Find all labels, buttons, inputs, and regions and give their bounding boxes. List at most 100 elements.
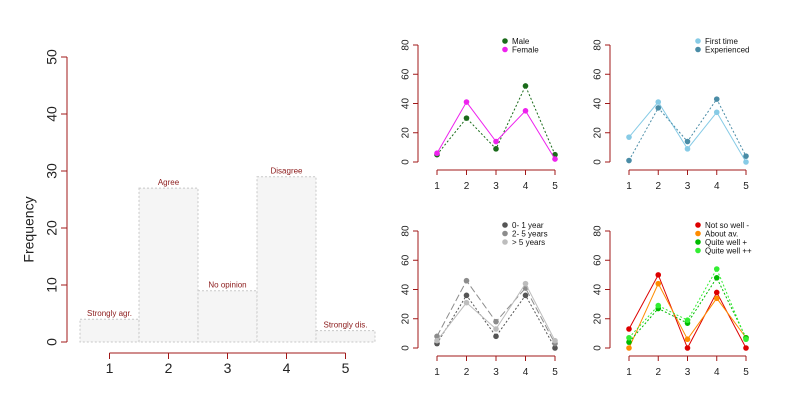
legend-entry-1: Not so well - xyxy=(705,221,749,230)
y-tick-label: 40 xyxy=(593,284,604,296)
y-tick-label: 40 xyxy=(401,98,412,110)
x-tick-label: 1 xyxy=(626,181,632,192)
data-point xyxy=(493,138,499,145)
y-tick-label: 20 xyxy=(593,313,604,325)
x-tick-label: 1 xyxy=(626,367,632,378)
x-tick-label: 4 xyxy=(523,367,529,378)
x-tick-label: 4 xyxy=(714,367,720,378)
data-point xyxy=(626,326,632,332)
data-point xyxy=(626,334,632,341)
legend-entry-2: Experienced xyxy=(705,46,749,55)
data-point xyxy=(743,345,749,351)
x-tick-label: 5 xyxy=(342,360,350,376)
bar-label-2: Agree xyxy=(158,178,180,187)
x-tick-label: 5 xyxy=(743,181,749,192)
legend-entry-3: Quite well + xyxy=(705,238,747,247)
data-point xyxy=(713,295,720,302)
data-point xyxy=(655,99,662,105)
y-tick-label: 40 xyxy=(401,284,412,296)
data-point xyxy=(522,292,529,299)
data-point xyxy=(743,153,749,159)
data-point xyxy=(655,272,662,278)
y-tick-label: 20 xyxy=(44,220,60,236)
data-point xyxy=(626,134,632,140)
y-tick-label: 20 xyxy=(401,313,412,325)
data-point xyxy=(552,345,558,351)
y-tick-label: 80 xyxy=(593,225,604,237)
data-point xyxy=(463,277,470,284)
data-point xyxy=(684,345,691,351)
y-tick-label: 10 xyxy=(44,277,60,293)
legend-marker-1 xyxy=(695,222,701,228)
y-tick-label: 0 xyxy=(593,159,604,165)
x-tick-label: 3 xyxy=(224,360,232,376)
y-tick-label: 60 xyxy=(593,68,604,80)
legend-marker-2 xyxy=(502,230,508,237)
x-tick-label: 5 xyxy=(743,367,749,378)
y-tick-label: 80 xyxy=(401,39,412,51)
legend-marker-1 xyxy=(695,38,701,44)
y-tick-label: 0 xyxy=(401,159,412,165)
data-point xyxy=(684,138,691,145)
series-line-4 xyxy=(628,267,747,340)
data-point xyxy=(552,156,558,162)
bar-1 xyxy=(79,318,140,343)
x-tick-label: 2 xyxy=(464,367,470,378)
x-tick-label: 1 xyxy=(106,360,114,376)
data-point xyxy=(684,317,691,324)
bar-label-5: Strongly dis. xyxy=(323,321,367,330)
series-line-3 xyxy=(436,282,556,341)
data-point xyxy=(463,115,470,121)
x-tick-label: 2 xyxy=(165,360,173,376)
legend-marker-2 xyxy=(502,46,508,53)
data-point xyxy=(463,299,470,306)
data-point xyxy=(713,96,720,102)
x-tick-label: 5 xyxy=(552,181,558,192)
bar-3 xyxy=(197,290,258,343)
y-tick-label: 60 xyxy=(401,68,412,80)
y-tick-label: 0 xyxy=(44,338,60,346)
legend-marker-4 xyxy=(695,247,701,254)
legend-marker-2 xyxy=(695,46,701,53)
x-tick-label: 4 xyxy=(283,360,291,376)
y-tick-label: 40 xyxy=(593,98,604,110)
y-tick-label: 60 xyxy=(593,254,604,266)
data-point xyxy=(626,339,632,345)
y-axis-label: Frequency xyxy=(21,196,37,262)
data-point xyxy=(552,337,558,344)
y-tick-label: 20 xyxy=(593,127,604,139)
legend-marker-3 xyxy=(502,239,508,245)
data-point xyxy=(493,318,499,325)
y-tick-label: 60 xyxy=(401,254,412,266)
series-line-1 xyxy=(436,294,556,349)
data-point xyxy=(493,326,499,332)
y-tick-label: 20 xyxy=(401,127,412,139)
data-point xyxy=(655,280,662,287)
y-tick-label: 30 xyxy=(44,163,60,179)
x-tick-label: 4 xyxy=(523,181,529,192)
legend-entry-4: Quite well ++ xyxy=(705,247,752,256)
x-tick-label: 1 xyxy=(434,367,440,378)
data-point xyxy=(655,302,662,309)
data-point xyxy=(434,337,440,344)
data-point xyxy=(684,146,691,152)
legend-marker-2 xyxy=(695,230,701,237)
data-point xyxy=(434,333,440,340)
x-tick-label: 2 xyxy=(655,181,661,192)
y-tick-label: 50 xyxy=(44,49,60,65)
data-point xyxy=(713,289,720,296)
legend-marker-3 xyxy=(695,239,701,245)
x-tick-label: 2 xyxy=(464,181,470,192)
bar-label-3: No opinion xyxy=(208,281,246,290)
y-tick-label: 0 xyxy=(593,345,604,351)
legend-entry-2: Female xyxy=(512,46,539,55)
bar-2 xyxy=(138,187,199,343)
data-point xyxy=(434,150,440,157)
data-point xyxy=(626,345,632,351)
legend-marker-1 xyxy=(502,222,508,228)
x-tick-label: 1 xyxy=(434,181,440,192)
legend-entry-3: > 5 years xyxy=(512,238,545,247)
